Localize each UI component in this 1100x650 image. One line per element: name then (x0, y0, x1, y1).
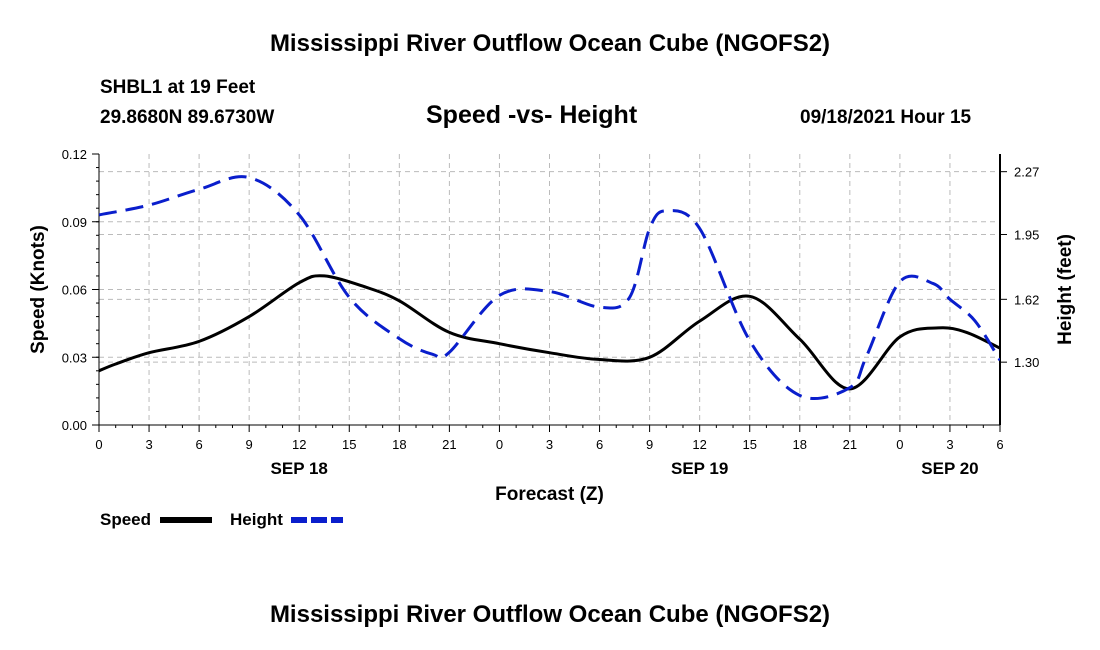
y-tick-label: 0.12 (62, 147, 87, 162)
x-tick-label: 3 (145, 437, 152, 452)
y-tick-label: 0.09 (62, 215, 87, 230)
x-tick-label: 0 (95, 437, 102, 452)
y-axis-label: Speed (Knots) (28, 225, 49, 354)
y2-tick-label: 2.27 (1014, 165, 1039, 180)
x-tick-label: 0 (496, 437, 503, 452)
x-tick-label: 15 (342, 437, 356, 452)
y2-axis-label: Height (feet) (1055, 234, 1076, 345)
station-label: SHBL1 at 19 Feet (100, 77, 256, 98)
x-tick-label: 0 (896, 437, 903, 452)
y2-tick-label: 1.30 (1014, 355, 1039, 370)
series-line-speed (99, 274, 1000, 391)
x-tick-label: 18 (392, 437, 406, 452)
x-axis-label: Forecast (Z) (495, 484, 604, 505)
x-tick-label: 9 (246, 437, 253, 452)
x-tick-label: 18 (793, 437, 807, 452)
x-tick-label: 12 (292, 437, 306, 452)
y2-tick-label: 1.95 (1014, 228, 1039, 243)
x-tick-label: 3 (946, 437, 953, 452)
x-tick-label: 3 (546, 437, 553, 452)
forecast-timestamp: 09/18/2021 Hour 15 (800, 107, 972, 128)
station-coordinates: 29.8680N 89.6730W (100, 107, 275, 128)
x-tick-label: 6 (195, 437, 202, 452)
legend-label-height: Height (230, 510, 283, 529)
x-tick-label: 15 (742, 437, 756, 452)
y-tick-label: 0.06 (62, 283, 87, 298)
x-date-label: SEP 20 (921, 459, 978, 478)
x-tick-label: 6 (596, 437, 603, 452)
x-tick-label: 21 (442, 437, 456, 452)
x-tick-label: 21 (843, 437, 857, 452)
x-date-label: SEP 19 (671, 459, 728, 478)
y-tick-label: 0.00 (62, 418, 87, 433)
legend-label-speed: Speed (100, 510, 151, 529)
x-tick-label: 12 (692, 437, 706, 452)
series-line-height (99, 175, 1000, 401)
footer-title: Mississippi River Outflow Ocean Cube (NG… (269, 601, 831, 628)
y-tick-label: 0.03 (62, 350, 87, 365)
y2-tick-label: 1.62 (1014, 292, 1039, 307)
chart-subtitle: Speed -vs- Height (426, 101, 638, 129)
chart-title: Mississippi River Outflow Ocean Cube (NG… (269, 30, 831, 57)
x-date-label: SEP 18 (271, 459, 328, 478)
x-tick-label: 9 (646, 437, 653, 452)
x-tick-label: 6 (996, 437, 1003, 452)
